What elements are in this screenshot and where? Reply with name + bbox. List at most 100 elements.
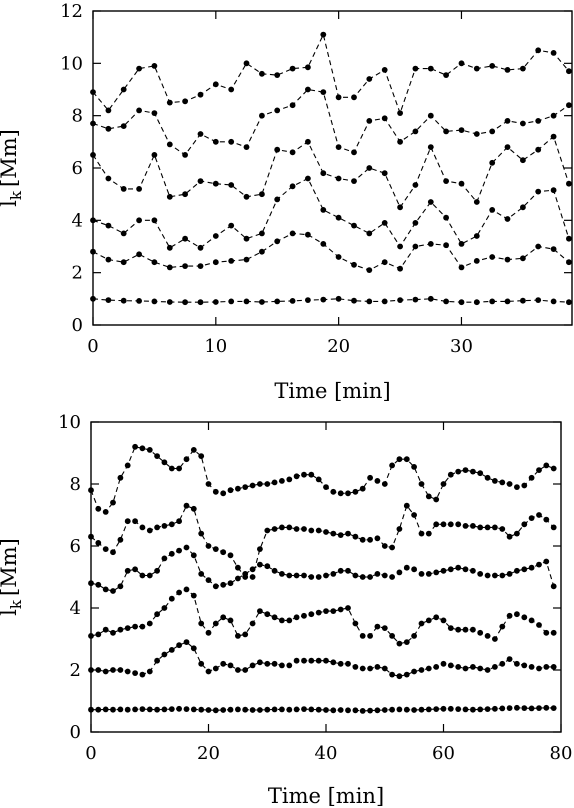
data-point <box>389 544 395 551</box>
data-point <box>337 567 344 574</box>
data-point <box>286 617 293 624</box>
data-point <box>105 256 112 263</box>
data-point <box>499 705 506 712</box>
data-point <box>566 102 572 109</box>
data-point <box>289 65 296 72</box>
data-point <box>105 125 112 132</box>
y-axis-title-symbol: l <box>0 609 21 616</box>
data-point <box>117 583 124 590</box>
data-point <box>279 706 285 713</box>
data-point <box>411 512 417 518</box>
data-point <box>90 120 96 127</box>
data-point <box>110 706 116 713</box>
data-point <box>227 617 234 624</box>
series-line-6 <box>90 446 554 513</box>
data-point <box>521 705 528 711</box>
data-point <box>381 572 388 579</box>
data-point <box>161 459 168 466</box>
data-point <box>259 191 265 198</box>
data-point <box>132 706 139 713</box>
data-point <box>257 608 263 614</box>
data-point <box>308 657 315 664</box>
data-point <box>151 110 158 116</box>
data-point <box>528 474 535 481</box>
data-point <box>212 233 219 239</box>
data-point <box>190 505 197 512</box>
data-point <box>447 471 454 478</box>
data-point <box>198 453 205 459</box>
data-point <box>367 574 373 580</box>
data-point <box>293 572 300 579</box>
data-point <box>433 664 440 670</box>
data-point <box>166 244 173 251</box>
data-point <box>289 230 296 237</box>
data-point <box>136 217 143 224</box>
data-point <box>235 633 241 639</box>
data-point <box>117 474 124 481</box>
data-point <box>183 706 190 712</box>
data-point <box>198 530 205 537</box>
data-point <box>412 128 419 135</box>
data-point <box>259 248 265 255</box>
data-point <box>403 456 410 463</box>
data-point <box>470 567 476 574</box>
data-point <box>301 526 307 532</box>
data-point <box>351 178 357 185</box>
data-point <box>286 572 293 579</box>
data-point <box>367 474 373 481</box>
data-point <box>243 235 250 242</box>
data-point <box>477 470 484 477</box>
data-point <box>427 295 434 302</box>
y-tick-label: 8 <box>70 474 81 495</box>
data-point <box>366 165 373 171</box>
data-point <box>286 706 293 713</box>
y-tick-label: 2 <box>70 660 81 681</box>
data-point <box>212 620 219 627</box>
data-point <box>212 665 219 672</box>
data-point <box>132 518 139 525</box>
data-point <box>293 614 300 621</box>
data-point <box>330 608 337 614</box>
data-point <box>412 296 419 303</box>
data-point <box>227 706 234 713</box>
data-point <box>440 481 447 487</box>
data-point <box>139 524 146 531</box>
data-point <box>124 567 131 574</box>
data-point <box>374 664 381 670</box>
data-point <box>88 580 94 587</box>
data-point <box>397 110 403 116</box>
data-point <box>95 667 102 673</box>
data-point <box>228 182 235 188</box>
series-line-2 <box>92 232 570 271</box>
data-point <box>124 462 131 469</box>
data-point <box>367 633 373 639</box>
data-point <box>90 248 96 255</box>
chart-panel-top: 0 10 20 30 0 2 4 6 8 10 12 Time [min] lk [Mm] <box>0 1 573 403</box>
data-point <box>320 296 327 303</box>
data-point <box>352 664 359 670</box>
data-point <box>274 146 281 153</box>
x-tick-label: 0 <box>87 336 98 357</box>
data-point <box>308 527 315 534</box>
data-point <box>146 527 153 534</box>
data-point <box>504 298 511 305</box>
data-point <box>462 523 469 529</box>
data-point <box>427 241 434 247</box>
data-point <box>335 175 342 182</box>
data-point <box>139 572 146 579</box>
data-point <box>381 298 388 305</box>
data-point <box>190 552 197 559</box>
data-point <box>351 94 357 101</box>
data-point <box>447 566 454 573</box>
y-tick-label: 6 <box>72 158 83 179</box>
data-point <box>425 571 432 577</box>
data-point <box>105 107 112 114</box>
data-point <box>176 465 183 472</box>
x-tick-label: 0 <box>85 743 96 764</box>
data-point <box>257 546 263 552</box>
y-tick-label: 10 <box>60 53 83 74</box>
data-point <box>168 595 175 602</box>
data-point <box>418 706 425 713</box>
data-point <box>212 299 219 305</box>
series-line-3 <box>90 588 554 645</box>
